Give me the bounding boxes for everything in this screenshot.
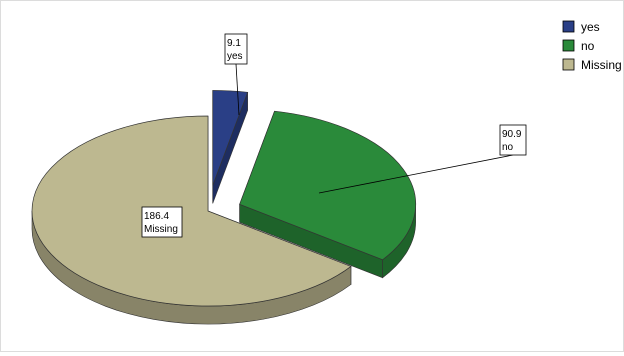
data-label-value: 186.4 — [144, 211, 169, 222]
pie-slice-no — [239, 110, 416, 279]
legend-label: no — [581, 39, 595, 53]
legend-swatch — [562, 58, 575, 71]
pie-slice-missing — [31, 115, 352, 325]
legend-label: Missing — [581, 58, 622, 72]
data-label-name: no — [502, 142, 514, 153]
data-label-name: Missing — [144, 224, 178, 235]
data-label-value: 9.1 — [227, 38, 241, 49]
legend-item-yes: yes — [562, 20, 600, 34]
data-label-name: yes — [227, 51, 243, 62]
pie-chart: 9.1 yes 90.9 no 186.4 Missing yes no Missing — [31, 20, 622, 325]
legend-swatch — [562, 39, 575, 52]
legend-label: yes — [581, 20, 600, 34]
data-label-no: 90.9 no — [318, 124, 527, 194]
legend-item-no: no — [562, 39, 595, 53]
legend-item-missing: Missing — [562, 58, 622, 72]
data-label-missing: 186.4 Missing — [141, 206, 183, 238]
data-label-value: 90.9 — [502, 129, 522, 140]
legend-swatch — [562, 20, 575, 33]
pie-slice-yes — [212, 90, 249, 204]
legend: yes no Missing — [562, 20, 622, 72]
data-label-yes: 9.1 yes — [224, 33, 248, 116]
